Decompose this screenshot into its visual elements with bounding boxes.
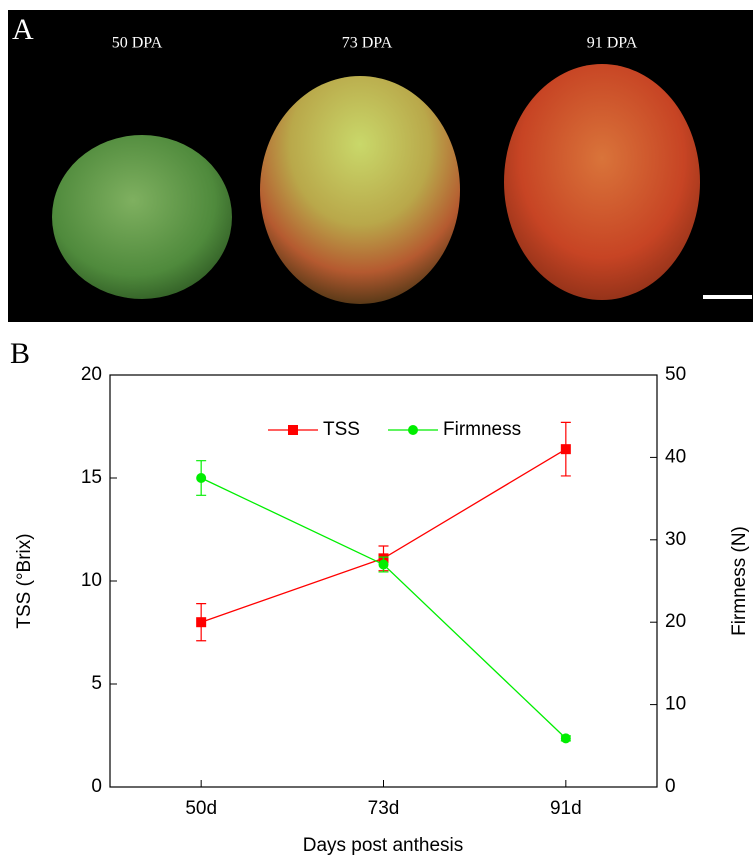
photo-caption: 91 DPA [587, 35, 638, 52]
y2-tick-label: 20 [665, 611, 686, 632]
fruit-73dpa [260, 76, 460, 304]
fruit-91dpa [504, 64, 700, 300]
x-tick-label: 73d [368, 798, 400, 819]
series-line [200, 477, 567, 739]
x-tick-label: 91d [550, 798, 582, 819]
marker [196, 617, 207, 628]
marker [560, 444, 571, 455]
legend-label: TSS [323, 419, 360, 440]
series-line [200, 448, 567, 623]
y2-tick-label: 10 [665, 694, 686, 715]
plot-frame [109, 374, 658, 788]
y-tick-label: 20 [81, 364, 102, 385]
y-tick-label: 10 [81, 570, 102, 591]
y2-tick-label: 40 [665, 446, 686, 467]
y2-tick-label: 50 [665, 364, 686, 385]
y2-axis-label: Firmness (N) [729, 526, 750, 636]
y2-tick-label: 0 [665, 776, 676, 797]
y-tick-label: 5 [91, 673, 102, 694]
y2-tick-label: 30 [665, 529, 686, 550]
panel-label: A [12, 13, 34, 46]
marker [378, 559, 389, 570]
y-tick-label: 15 [81, 467, 102, 488]
legend-marker [408, 425, 418, 435]
marker [560, 733, 571, 744]
photo-caption: 73 DPA [342, 35, 393, 52]
x-tick-label: 50d [185, 798, 217, 819]
panel-a: A 50 DPA 73 DPA 91 DPA [8, 10, 753, 322]
y-tick-label: 0 [91, 776, 102, 797]
marker [196, 473, 207, 483]
legend-label: Firmness [443, 419, 521, 440]
y-axis-label: TSS (°Brix) [14, 533, 35, 628]
x-axis-label: Days post anthesis [303, 835, 464, 856]
photo-caption: 50 DPA [112, 35, 163, 52]
fruit-50dpa [52, 135, 232, 299]
legend-marker [288, 425, 298, 435]
panel-label: B [10, 337, 30, 370]
